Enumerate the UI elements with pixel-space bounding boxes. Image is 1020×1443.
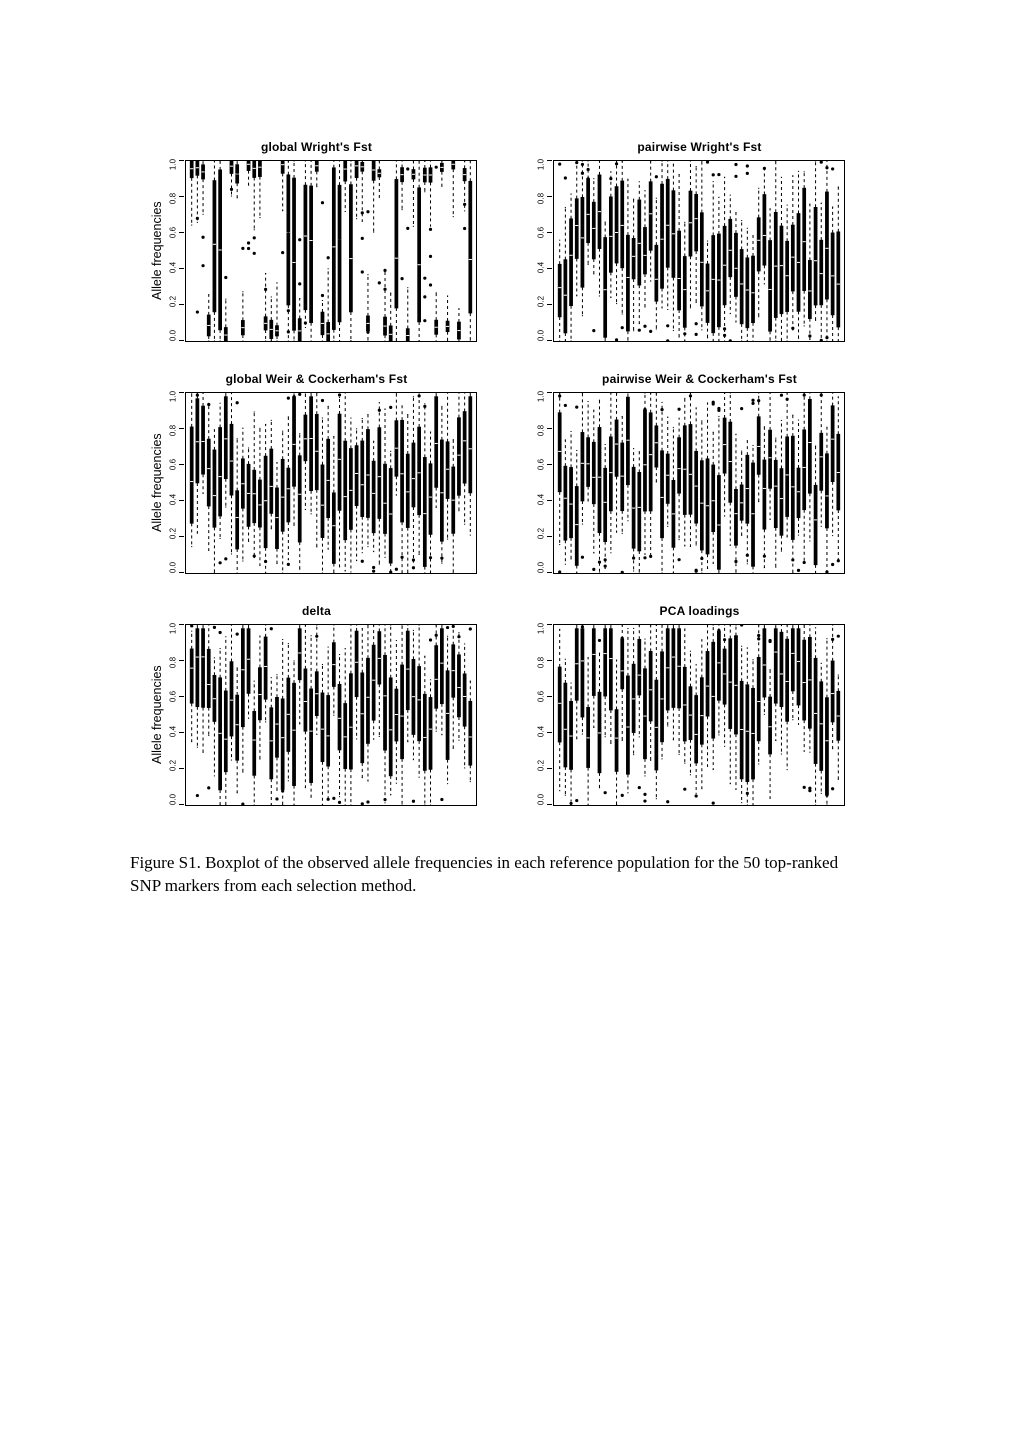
y-tick-label: 0.6 — [537, 456, 546, 474]
y-tick-label: 0.8 — [169, 422, 178, 440]
panel-body: 1.00.80.60.40.20.0 — [531, 624, 868, 806]
panel-delta: delta Allele frequencies 1.0 0.8 0.6 0.4 0.2 0.… — [148, 604, 485, 806]
y-tick-label: 1.0 — [169, 620, 178, 638]
y-tick-label: 1.0 — [169, 388, 178, 406]
y-tick-label: 1.0 — [537, 620, 546, 638]
boxplot-svg — [186, 625, 476, 805]
boxplot-svg — [186, 393, 476, 573]
panel-body: Allele frequencies1.00.80.60.40.20.0 — [148, 624, 485, 806]
y-tick-label: 1.0 — [537, 388, 546, 406]
panel-global_wc: global Weir & Cockerham's Fst Allele freq… — [148, 372, 485, 574]
panel-title: global Wright's Fst — [148, 140, 485, 154]
boxplot-svg — [554, 161, 844, 341]
plot-frame — [553, 160, 845, 342]
panel-title: delta — [148, 604, 485, 618]
panel-pca: PCA loadings 1.0 0.8 0.6 0.4 0.2 0.0 — [531, 604, 868, 806]
y-tick-labels: 1.00.80.60.40.20.0 — [532, 160, 553, 340]
plot-frame — [185, 160, 477, 342]
boxplot-svg — [554, 393, 844, 573]
plot-frame — [185, 624, 477, 806]
y-tick-label: 0.2 — [537, 292, 546, 310]
y-tick-label: 0.8 — [537, 422, 546, 440]
y-tick-label: 0.0 — [169, 326, 178, 344]
y-tick-label: 0.6 — [169, 456, 178, 474]
y-tick-label: 0.2 — [537, 524, 546, 542]
y-tick-label: 0.2 — [169, 756, 178, 774]
y-tick-label: 0.4 — [537, 490, 546, 508]
y-tick-label: 0.0 — [537, 558, 546, 576]
y-axis-label: Allele frequencies — [148, 624, 164, 806]
y-axis-label: Allele frequencies — [148, 160, 164, 342]
y-tick-label: 0.0 — [169, 790, 178, 808]
plot-frame — [185, 392, 477, 574]
panel-global_wright: global Wright's Fst Allele frequencies 1.0… — [148, 140, 485, 342]
y-tick-label: 0.2 — [537, 756, 546, 774]
panel-pairwise_wc: pairwise Weir & Cockerham's Fst 1.0 0.8 0.6… — [531, 372, 868, 574]
y-tick-label: 0.6 — [169, 224, 178, 242]
figure-grid: global Wright's Fst Allele frequencies 1.0… — [148, 140, 868, 806]
y-tick-label: 0.8 — [169, 190, 178, 208]
panel-title: PCA loadings — [531, 604, 868, 618]
y-axis-label: Allele frequencies — [148, 392, 164, 574]
y-tick-label: 0.2 — [169, 524, 178, 542]
y-tick-labels: 1.00.80.60.40.20.0 — [164, 624, 185, 804]
panel-body: Allele frequencies1.00.80.60.40.20.0 — [148, 392, 485, 574]
page: global Wright's Fst Allele frequencies 1.0… — [0, 0, 1020, 1443]
y-tick-label: 0.4 — [169, 722, 178, 740]
y-tick-label: 0.4 — [169, 490, 178, 508]
panel-body: 1.00.80.60.40.20.0 — [531, 160, 868, 342]
y-tick-label: 0.0 — [537, 790, 546, 808]
y-tick-label: 1.0 — [169, 156, 178, 174]
panel-title: pairwise Weir & Cockerham's Fst — [531, 372, 868, 386]
figure-caption: Figure S1. Boxplot of the observed allel… — [130, 852, 870, 898]
y-tick-label: 0.6 — [537, 224, 546, 242]
boxplot-svg — [186, 161, 476, 341]
plot-frame — [553, 624, 845, 806]
y-tick-label: 0.8 — [169, 654, 178, 672]
y-tick-label: 1.0 — [537, 156, 546, 174]
y-tick-label: 0.4 — [537, 722, 546, 740]
boxplot-svg — [554, 625, 844, 805]
y-tick-label: 0.0 — [537, 326, 546, 344]
y-tick-label: 0.6 — [169, 688, 178, 706]
panel-body: 1.00.80.60.40.20.0 — [531, 392, 868, 574]
y-tick-label: 0.4 — [169, 258, 178, 276]
y-tick-labels: 1.00.80.60.40.20.0 — [164, 160, 185, 340]
y-tick-labels: 1.00.80.60.40.20.0 — [164, 392, 185, 572]
panel-title: pairwise Wright's Fst — [531, 140, 868, 154]
y-tick-label: 0.2 — [169, 292, 178, 310]
panel-body: Allele frequencies1.00.80.60.40.20.0 — [148, 160, 485, 342]
y-tick-labels: 1.00.80.60.40.20.0 — [532, 392, 553, 572]
plot-frame — [553, 392, 845, 574]
panel-title: global Weir & Cockerham's Fst — [148, 372, 485, 386]
y-tick-label: 0.6 — [537, 688, 546, 706]
y-tick-label: 0.4 — [537, 258, 546, 276]
y-tick-label: 0.0 — [169, 558, 178, 576]
y-tick-label: 0.8 — [537, 190, 546, 208]
panel-pairwise_wright: pairwise Wright's Fst 1.0 0.8 0.6 0.4 0.2 0.0 — [531, 140, 868, 342]
y-tick-labels: 1.00.80.60.40.20.0 — [532, 624, 553, 804]
y-tick-label: 0.8 — [537, 654, 546, 672]
